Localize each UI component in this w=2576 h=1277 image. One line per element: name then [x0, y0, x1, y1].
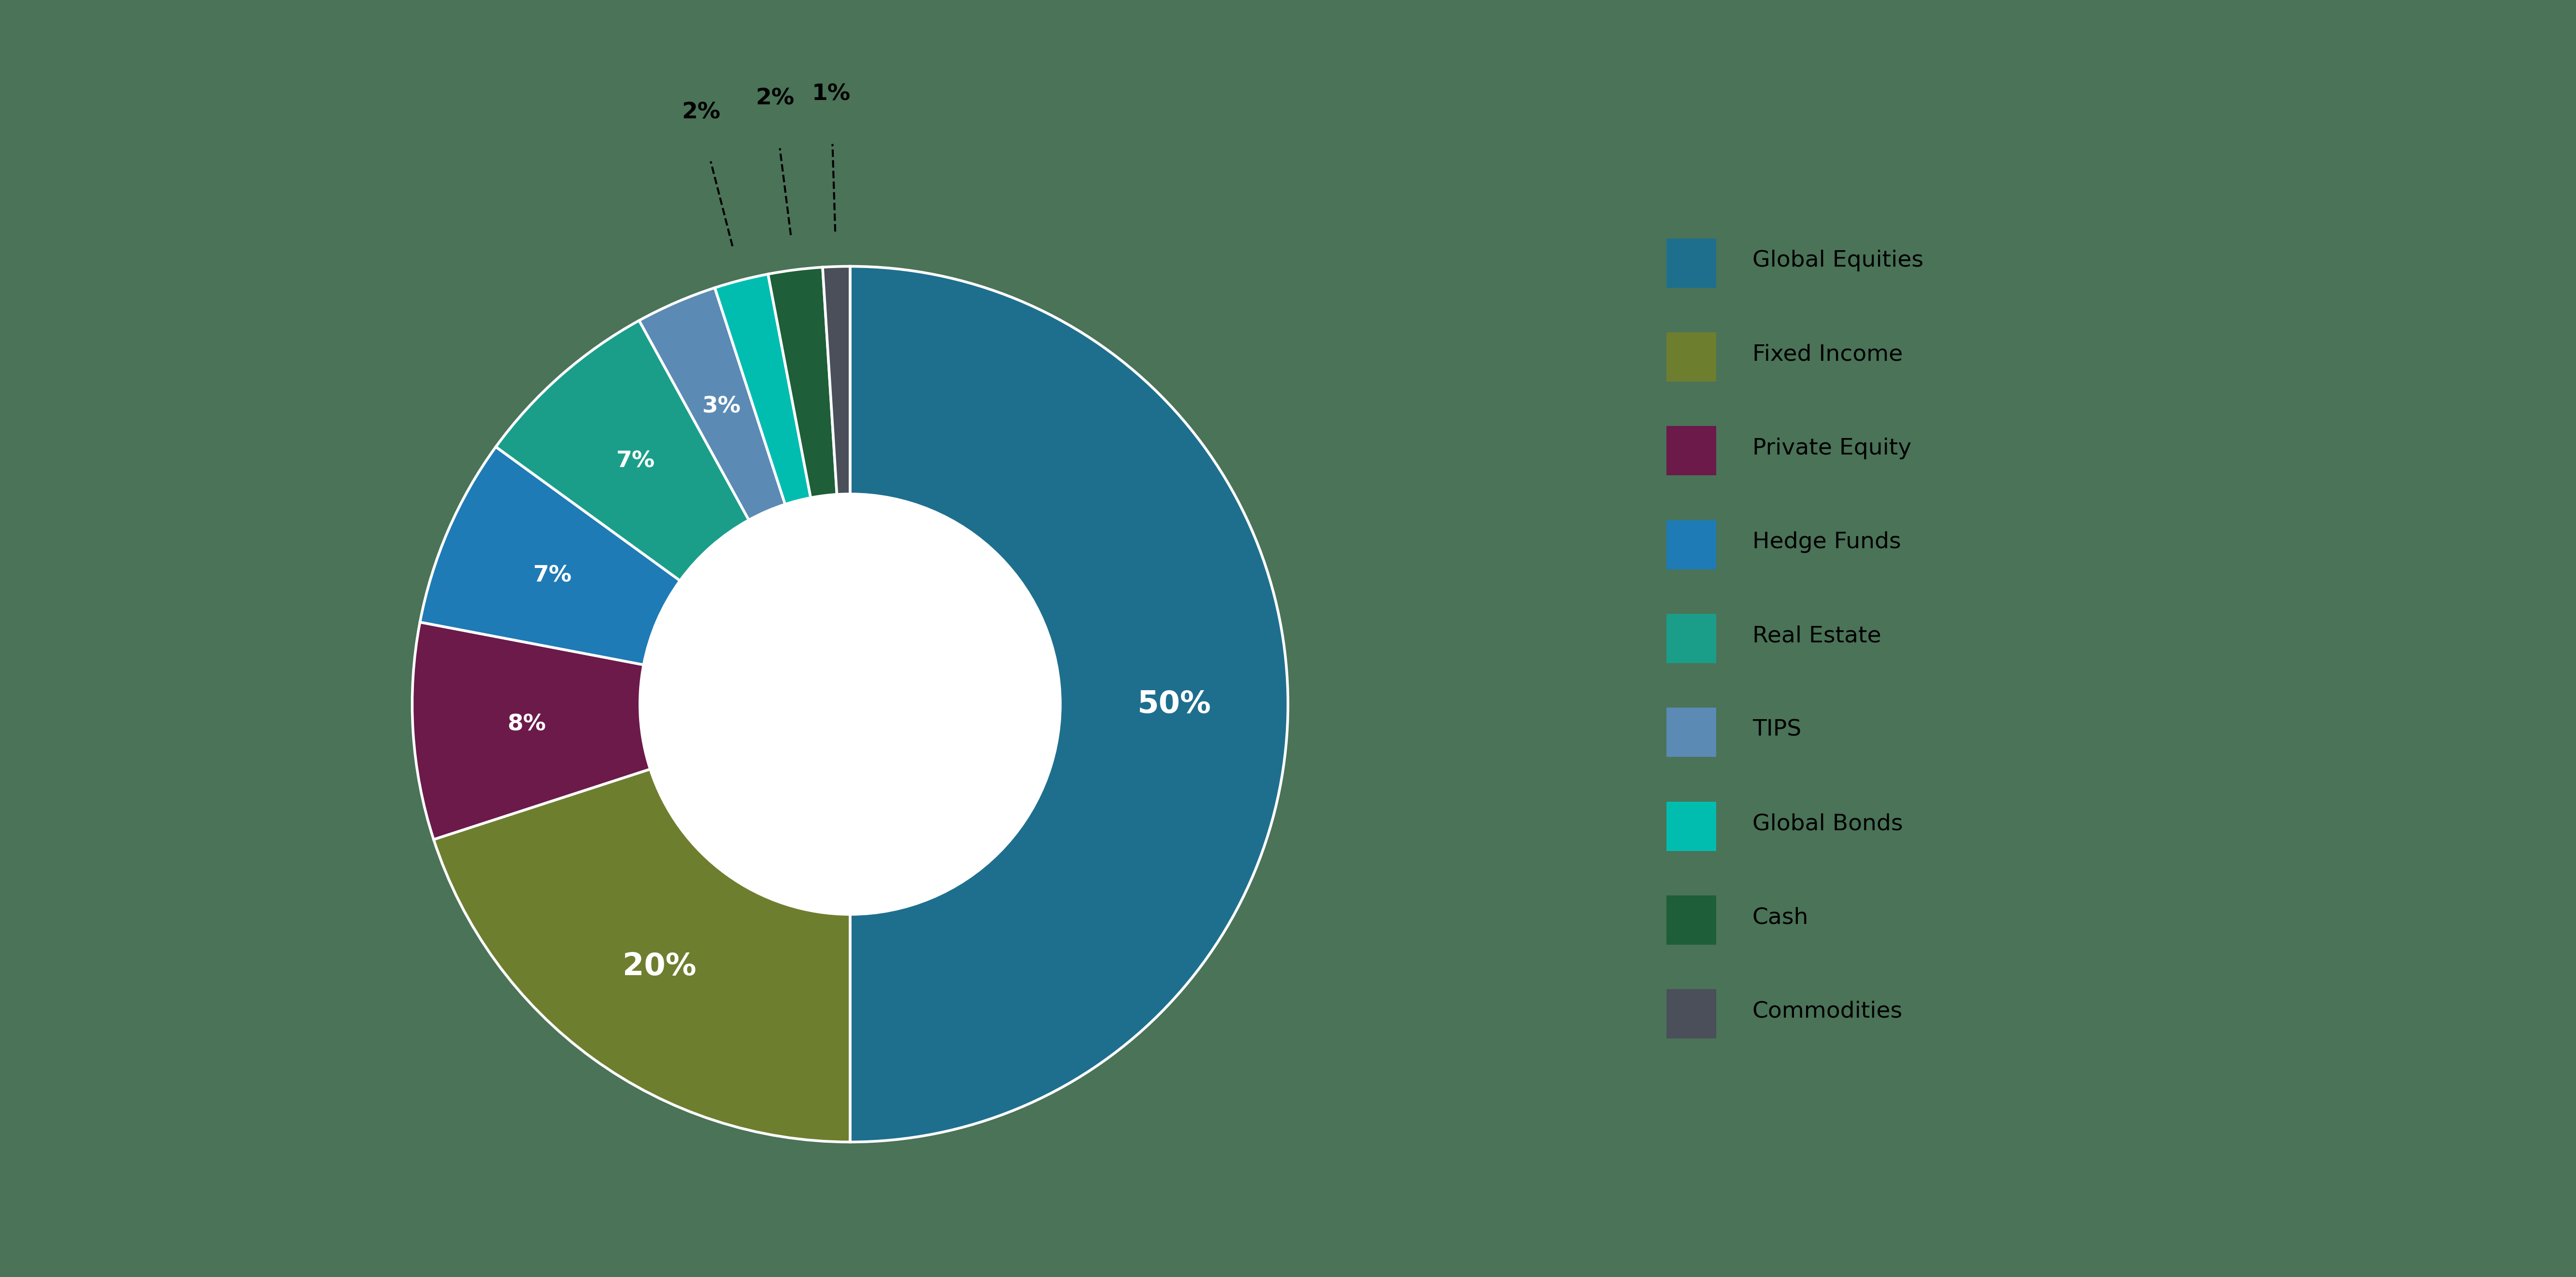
Text: TIPS: TIPS — [1752, 719, 1801, 741]
FancyBboxPatch shape — [1667, 707, 1716, 757]
Wedge shape — [495, 321, 750, 581]
Text: 3%: 3% — [703, 396, 742, 418]
Text: 50%: 50% — [1136, 690, 1211, 719]
Text: 8%: 8% — [507, 714, 546, 736]
Text: 2%: 2% — [683, 102, 721, 124]
FancyBboxPatch shape — [1667, 520, 1716, 570]
Text: Commodities: Commodities — [1752, 1001, 1904, 1023]
Text: Cash: Cash — [1752, 907, 1808, 928]
Wedge shape — [412, 622, 649, 839]
Wedge shape — [433, 769, 850, 1142]
Wedge shape — [850, 267, 1288, 1142]
FancyBboxPatch shape — [1667, 427, 1716, 475]
Text: 20%: 20% — [623, 951, 696, 981]
Text: Real Estate: Real Estate — [1752, 626, 1880, 647]
Text: 7%: 7% — [533, 564, 572, 586]
Text: 7%: 7% — [616, 451, 654, 472]
Wedge shape — [420, 447, 680, 665]
Text: Private Equity: Private Equity — [1752, 438, 1911, 460]
Wedge shape — [639, 287, 786, 520]
FancyBboxPatch shape — [1667, 990, 1716, 1038]
FancyBboxPatch shape — [1667, 802, 1716, 850]
Text: 1%: 1% — [811, 83, 850, 105]
Text: Fixed Income: Fixed Income — [1752, 344, 1904, 365]
FancyBboxPatch shape — [1667, 614, 1716, 663]
Wedge shape — [714, 275, 811, 504]
Wedge shape — [768, 267, 837, 498]
FancyBboxPatch shape — [1667, 239, 1716, 287]
Text: Hedge Funds: Hedge Funds — [1752, 531, 1901, 553]
Wedge shape — [822, 267, 850, 494]
Text: Global Equities: Global Equities — [1752, 250, 1924, 272]
Text: 2%: 2% — [755, 88, 793, 110]
FancyBboxPatch shape — [1667, 895, 1716, 945]
FancyBboxPatch shape — [1667, 332, 1716, 382]
Text: Global Bonds: Global Bonds — [1752, 813, 1904, 835]
Circle shape — [639, 494, 1061, 914]
